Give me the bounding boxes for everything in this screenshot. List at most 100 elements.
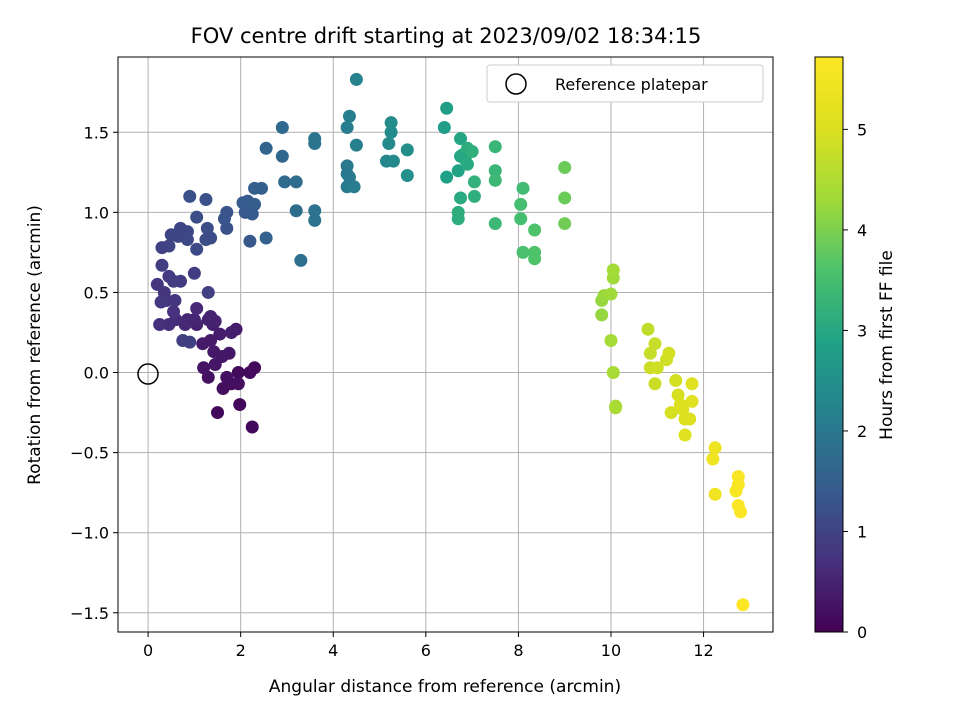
scatter-point [243, 234, 257, 248]
reference-platepar-marker [137, 363, 159, 385]
scatter-point [259, 141, 273, 155]
scatter-point [340, 120, 354, 134]
y-tick-label: 1.0 [84, 203, 109, 222]
scatter-point [201, 285, 215, 299]
scatter-point [308, 213, 322, 227]
scatter-point [162, 239, 176, 253]
scatter-point [609, 401, 623, 415]
scatter-point [440, 170, 454, 184]
x-axis-ticks: 0 2 4 6 8 10 12 [143, 632, 714, 660]
scatter-point [384, 116, 398, 130]
scatter-point [664, 406, 678, 420]
scatter-point [308, 132, 322, 146]
y-tick-label: −1.5 [70, 604, 109, 623]
scatter-point [734, 505, 748, 519]
scatter-point [342, 109, 356, 123]
scatter-point [386, 154, 400, 168]
scatter-point [678, 428, 692, 442]
scatter-point [220, 370, 234, 384]
colorbar-tick-label: 4 [857, 221, 867, 240]
scatter-point [514, 197, 528, 211]
scatter-point [467, 189, 481, 203]
scatter-point [275, 149, 289, 163]
scatter-point [211, 406, 225, 420]
x-tick-label: 0 [143, 641, 153, 660]
scatter-point [275, 120, 289, 134]
scatter-point [217, 212, 231, 226]
scatter-point [231, 377, 245, 391]
scatter-point [245, 420, 259, 434]
scatter-point [259, 231, 273, 245]
scatter-point [349, 72, 363, 86]
scatter-point [349, 138, 363, 152]
scatter-point [180, 233, 194, 247]
scatter-point [731, 470, 745, 484]
scatter-point [236, 196, 250, 210]
scatter-point [289, 204, 303, 218]
plot-frame [117, 56, 774, 633]
scatter-point [233, 398, 247, 412]
scatter-point [222, 346, 236, 360]
scatter-point [440, 101, 454, 115]
scatter-point [384, 125, 398, 139]
scatter-point [340, 159, 354, 173]
grid-lines [118, 57, 773, 632]
colorbar-tick-label: 3 [857, 321, 867, 340]
scatter-point [200, 221, 214, 235]
scatter-point [604, 287, 618, 301]
scatter-point [231, 366, 245, 380]
scatter-point [467, 175, 481, 189]
x-tick-label: 10 [601, 641, 621, 660]
scatter-point [216, 382, 230, 396]
scatter-point [685, 377, 699, 391]
scatter-point [558, 161, 572, 175]
scatter-point [197, 361, 211, 375]
scatter-point [155, 258, 169, 272]
scatter-point [400, 169, 414, 183]
scatter-point [488, 173, 502, 187]
scatter-point [454, 132, 468, 146]
colorbar-tick-label: 2 [857, 422, 867, 441]
scatter-point [736, 598, 750, 612]
x-axis-label: Angular distance from reference (arcmin) [269, 677, 621, 697]
scatter-point [190, 301, 204, 315]
scatter-point [168, 293, 182, 307]
y-tick-label: 1.5 [84, 123, 109, 142]
colorbar-tick-label: 0 [857, 623, 867, 642]
scatter-point [648, 337, 662, 351]
scatter-point [162, 317, 176, 331]
scatter-point [451, 164, 465, 178]
scatter-point [606, 366, 620, 380]
scatter-point [248, 197, 262, 211]
scatter-point [243, 366, 257, 380]
scatter-point [400, 143, 414, 157]
colorbar-ticks: 0 1 2 3 4 5 [843, 120, 867, 642]
scatter-point [558, 191, 572, 205]
scatter-point [643, 346, 657, 360]
scatter-point [706, 452, 720, 466]
scatter-point [488, 217, 502, 231]
scatter-point [595, 308, 609, 322]
y-tick-label: 0.5 [84, 283, 109, 302]
scatter-point [190, 242, 204, 256]
scatter-point [604, 333, 618, 347]
scatter-point [207, 345, 221, 359]
scatter-point [167, 305, 181, 319]
scatter-point [382, 136, 396, 150]
y-tick-label: −0.5 [70, 444, 109, 463]
y-axis-label: Rotation from reference (arcmin) [25, 205, 45, 485]
x-tick-label: 6 [421, 641, 431, 660]
scatter-point [289, 175, 303, 189]
scatter-point [558, 217, 572, 231]
scatter-points [150, 72, 750, 612]
scatter-point [187, 266, 201, 280]
scatter-point [606, 263, 620, 277]
scatter-point [648, 377, 662, 391]
scatter-point [488, 164, 502, 178]
scatter-point [669, 374, 683, 388]
scatter-point [685, 394, 699, 408]
y-tick-label: 0.0 [84, 364, 109, 383]
legend-box [486, 64, 764, 103]
scatter-point [460, 157, 474, 171]
